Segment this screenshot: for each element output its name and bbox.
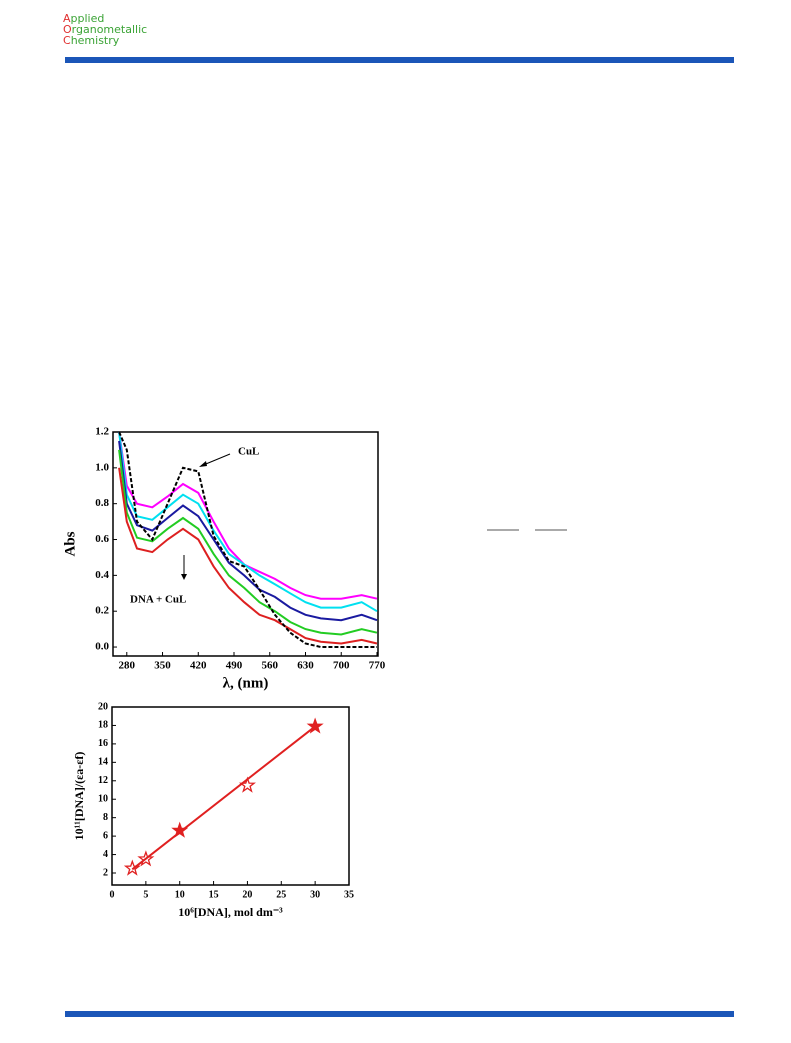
y-tick-label: 0.4 <box>95 569 109 581</box>
annotation: DNA + CuL <box>130 594 186 606</box>
x-tick-label: 5 <box>143 889 148 900</box>
point <box>238 776 256 793</box>
x-tick-label: 420 <box>190 660 207 672</box>
curve <box>118 467 378 645</box>
journal-word: Organometallic <box>63 23 148 36</box>
curve <box>118 440 378 622</box>
x-tick-label: 700 <box>333 660 350 672</box>
y-tick-label: 4 <box>103 849 108 860</box>
point <box>306 717 324 734</box>
y-axis-label: 10¹¹[DNA]/(εa-εf) <box>72 752 86 841</box>
y-tick-label: 1.2 <box>95 426 109 438</box>
x-tick-label: 35 <box>344 889 354 900</box>
arrow-head <box>181 574 187 580</box>
y-tick-label: 1.0 <box>95 461 109 473</box>
annotation: CuL <box>238 446 259 458</box>
x-tick-label: 770 <box>369 660 386 672</box>
arrow-head <box>199 461 207 467</box>
fit-line <box>131 725 316 871</box>
y-tick-label: 0.2 <box>95 605 109 617</box>
x-tick-label: 30 <box>310 889 320 900</box>
curve <box>118 432 378 613</box>
y-tick-label: 6 <box>103 830 108 841</box>
plot-frame <box>111 706 350 886</box>
y-tick-label: 18 <box>98 720 108 731</box>
y-tick-label: 0.0 <box>95 641 109 653</box>
curve <box>118 449 378 636</box>
x-axis-label: λ, (nm) <box>223 675 269 691</box>
y-tick-label: 10 <box>98 794 108 805</box>
x-tick-label: 15 <box>209 889 219 900</box>
y-tick-label: 20 <box>98 701 108 712</box>
y-axis-label: Abs <box>62 531 78 556</box>
point <box>123 859 141 876</box>
journal-word: Applied <box>63 12 105 25</box>
y-tick-label: 14 <box>98 757 108 768</box>
curve <box>118 432 378 600</box>
x-tick-label: 350 <box>154 660 171 672</box>
x-tick-label: 10 <box>175 889 185 900</box>
y-tick-label: 0.6 <box>95 533 109 545</box>
x-tick-label: 0 <box>110 889 115 900</box>
footer-rule <box>65 1011 734 1017</box>
y-tick-label: 16 <box>98 738 108 749</box>
y-tick-label: 12 <box>98 775 108 786</box>
point <box>171 821 189 838</box>
journal-word: Chemistry <box>63 34 120 47</box>
plot-frame <box>112 431 379 657</box>
y-tick-label: 8 <box>103 812 108 823</box>
y-tick-label: 0.8 <box>95 497 109 509</box>
x-tick-label: 25 <box>276 889 286 900</box>
x-tick-label: 630 <box>297 660 314 672</box>
curves <box>118 432 378 648</box>
curve <box>118 432 377 648</box>
point <box>137 850 155 867</box>
y-tick-label: 2 <box>103 867 108 878</box>
x-tick-label: 490 <box>226 660 243 672</box>
x-tick-label: 560 <box>262 660 279 672</box>
x-axis-label: 10⁶[DNA], mol dm⁻³ <box>178 905 283 919</box>
x-tick-label: 20 <box>242 889 252 900</box>
x-tick-label: 280 <box>119 660 136 672</box>
header-rule <box>65 57 734 63</box>
